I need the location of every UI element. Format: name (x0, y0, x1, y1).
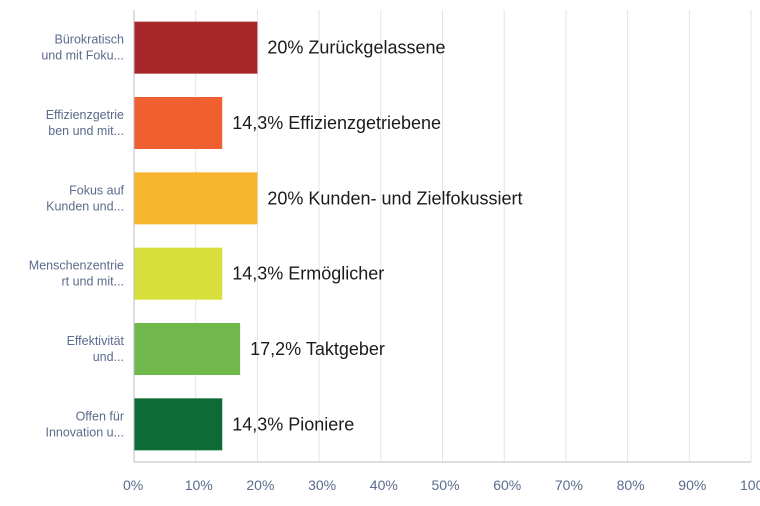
category-label: Bürokratisch und mit Foku... (41, 33, 124, 63)
category-label-line: Bürokratisch (55, 33, 125, 47)
category-label: Menschenzentrie rt und mit... (29, 259, 124, 289)
x-tick-label: 100% (740, 477, 760, 493)
x-tick-label: 50% (432, 477, 460, 493)
x-tick-label: 90% (678, 477, 706, 493)
bar-data-label: 14,3% Pioniere (232, 414, 354, 434)
category-label: Effizienzgetrie ben und mit... (46, 108, 124, 138)
category-label: Effektivität und... (67, 334, 125, 364)
category-label-line: und mit Foku... (41, 49, 124, 63)
x-tick-label: 60% (493, 477, 521, 493)
bar-data-label: 17,2% Taktgeber (250, 339, 385, 359)
bar[interactable] (134, 172, 258, 225)
category-label-line: ben und mit... (48, 124, 124, 138)
bar[interactable] (134, 323, 241, 375)
category-label-line: und... (93, 350, 124, 364)
category-label: Offen für Innovation u... (45, 409, 124, 439)
category-label-line: Kunden und... (46, 199, 124, 213)
bar[interactable] (134, 398, 223, 451)
bar[interactable] (134, 21, 258, 74)
category-label-line: Effizienzgetrie (46, 108, 124, 122)
category-label-line: Fokus auf (69, 183, 124, 197)
x-tick-label: 20% (246, 477, 274, 493)
category-label-line: Effektivität (67, 334, 125, 348)
category-label-line: Innovation u... (45, 425, 124, 439)
category-label: Fokus auf Kunden und... (46, 183, 124, 213)
x-tick-label: 10% (185, 477, 213, 493)
bar-data-label: 20% Zurückgelassene (267, 38, 445, 58)
axes (133, 10, 751, 463)
bar-data-label: 20% Kunden- und Zielfokussiert (267, 188, 522, 208)
x-tick-label: 70% (555, 477, 583, 493)
bars (134, 21, 258, 451)
grid-lines (195, 10, 752, 462)
bar-data-label: 14,3% Ermöglicher (232, 264, 384, 284)
bar-data-label: 14,3% Effizienzgetriebene (232, 113, 441, 133)
x-tick-label: 80% (617, 477, 645, 493)
x-tick-label: 40% (370, 477, 398, 493)
bar[interactable] (134, 247, 223, 300)
bar[interactable] (134, 97, 223, 149)
category-label-line: Offen für (76, 409, 124, 423)
labels: 0% 10% 20% 30% 40% 50% 60% 70% 80% 90% 100% 20% Zur… (29, 33, 760, 493)
x-tick-label: 0% (123, 477, 143, 493)
category-label-line: Menschenzentrie (29, 259, 124, 273)
category-label-line: rt und mit... (61, 275, 124, 289)
x-tick-label: 30% (308, 477, 336, 493)
